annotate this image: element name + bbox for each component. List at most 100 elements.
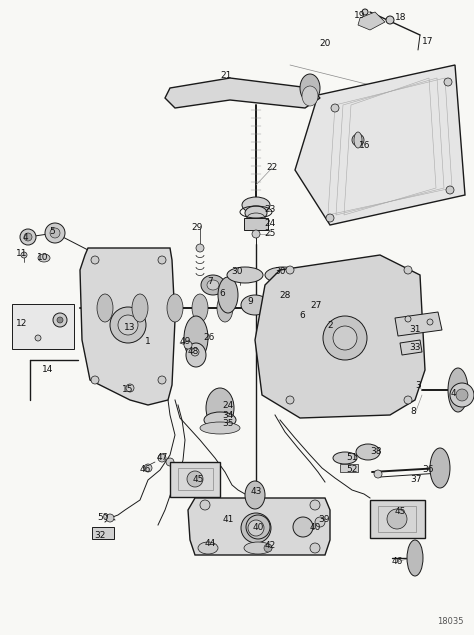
Polygon shape: [255, 255, 425, 418]
Text: 26: 26: [203, 333, 215, 342]
Bar: [92, 527, 114, 539]
Ellipse shape: [302, 86, 318, 106]
Text: 3: 3: [415, 380, 421, 389]
Text: 36: 36: [422, 464, 434, 474]
Ellipse shape: [450, 383, 474, 407]
Circle shape: [387, 509, 407, 529]
Text: 45: 45: [192, 476, 204, 485]
Circle shape: [166, 458, 174, 466]
Ellipse shape: [184, 316, 208, 360]
Polygon shape: [165, 78, 320, 108]
Ellipse shape: [245, 481, 265, 509]
Ellipse shape: [198, 542, 218, 554]
Ellipse shape: [265, 267, 301, 283]
Text: 12: 12: [16, 319, 27, 328]
Text: 40: 40: [310, 523, 321, 531]
Ellipse shape: [24, 233, 32, 241]
Polygon shape: [80, 248, 175, 405]
Circle shape: [106, 514, 114, 522]
Ellipse shape: [333, 452, 357, 464]
Ellipse shape: [241, 295, 269, 315]
Circle shape: [91, 256, 99, 264]
Circle shape: [328, 294, 336, 302]
Circle shape: [158, 454, 166, 462]
Bar: [378, 506, 416, 532]
Circle shape: [315, 517, 325, 527]
Text: 33: 33: [409, 344, 421, 352]
Circle shape: [53, 313, 67, 327]
Text: 32: 32: [94, 530, 106, 540]
Text: 18: 18: [395, 13, 407, 22]
Circle shape: [21, 252, 27, 258]
Text: 51: 51: [346, 453, 358, 462]
Text: 31: 31: [409, 326, 421, 335]
Bar: [244, 218, 268, 230]
Text: 41: 41: [222, 516, 234, 525]
Circle shape: [386, 16, 394, 24]
Circle shape: [286, 266, 294, 274]
Circle shape: [323, 316, 367, 360]
Circle shape: [276, 291, 284, 299]
Circle shape: [200, 500, 210, 510]
Circle shape: [293, 517, 313, 537]
Circle shape: [352, 134, 364, 146]
Text: 13: 13: [124, 323, 136, 333]
Text: 11: 11: [16, 248, 28, 258]
Ellipse shape: [430, 448, 450, 488]
Circle shape: [91, 376, 99, 384]
Text: 37: 37: [410, 476, 422, 485]
Ellipse shape: [200, 422, 240, 434]
Ellipse shape: [245, 206, 267, 220]
Text: 23: 23: [264, 206, 276, 215]
Circle shape: [110, 307, 146, 343]
Circle shape: [184, 341, 192, 349]
Text: 6: 6: [299, 311, 305, 319]
Text: 21: 21: [220, 70, 232, 79]
Ellipse shape: [218, 277, 238, 313]
Ellipse shape: [50, 228, 60, 238]
Bar: [340, 464, 358, 472]
Circle shape: [326, 214, 334, 222]
Circle shape: [444, 78, 452, 86]
Ellipse shape: [204, 412, 236, 428]
Circle shape: [191, 348, 199, 356]
Polygon shape: [188, 498, 330, 555]
Circle shape: [264, 544, 272, 552]
Text: 52: 52: [346, 465, 358, 474]
Polygon shape: [358, 12, 385, 30]
Text: 29: 29: [191, 224, 203, 232]
Ellipse shape: [45, 223, 65, 243]
Text: 47: 47: [156, 453, 168, 462]
Circle shape: [144, 464, 152, 472]
Text: 18035: 18035: [437, 617, 463, 627]
Circle shape: [310, 543, 320, 553]
Circle shape: [57, 317, 63, 323]
Ellipse shape: [192, 294, 208, 322]
Text: 24: 24: [222, 401, 234, 410]
Text: 40: 40: [252, 523, 264, 531]
Text: 20: 20: [319, 39, 331, 48]
Circle shape: [405, 316, 411, 322]
Circle shape: [196, 244, 204, 252]
Text: 7: 7: [207, 277, 213, 286]
Ellipse shape: [356, 444, 380, 460]
Ellipse shape: [207, 280, 219, 290]
Ellipse shape: [295, 295, 315, 331]
Text: 4: 4: [450, 389, 456, 398]
Circle shape: [35, 335, 41, 341]
Text: 22: 22: [266, 163, 278, 173]
Text: 34: 34: [222, 410, 234, 420]
Circle shape: [310, 500, 320, 510]
Text: 44: 44: [204, 538, 216, 547]
Text: 48: 48: [187, 347, 199, 356]
Text: 19: 19: [354, 11, 366, 20]
Circle shape: [118, 315, 138, 335]
Text: 15: 15: [122, 385, 134, 394]
Text: 38: 38: [370, 448, 382, 457]
Ellipse shape: [244, 542, 272, 554]
Text: 16: 16: [359, 140, 371, 149]
Text: 27: 27: [310, 300, 322, 309]
Text: 14: 14: [42, 366, 54, 375]
Text: 6: 6: [219, 288, 225, 298]
Ellipse shape: [186, 343, 206, 367]
